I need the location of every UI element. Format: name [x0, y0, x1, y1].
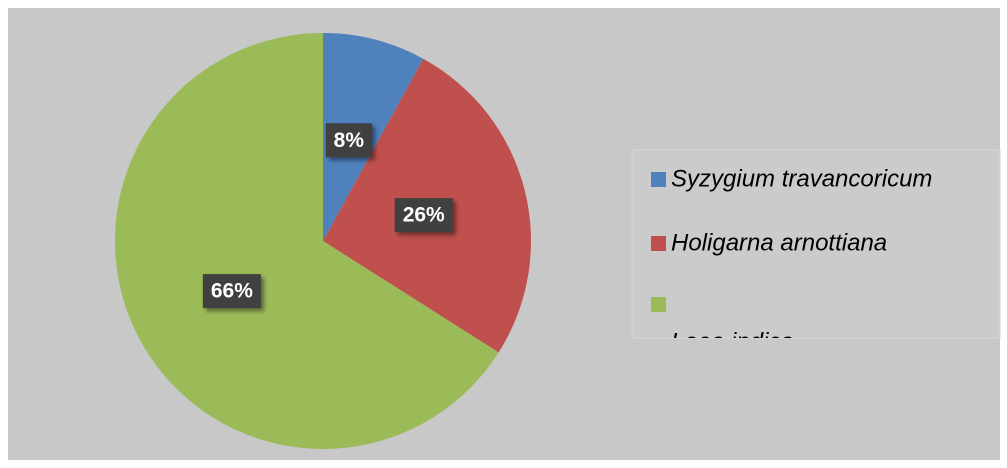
data-label-group: 8% — [325, 123, 373, 158]
data-label: 66% — [211, 280, 253, 303]
data-labels: 8% 26% 66% — [202, 123, 453, 309]
data-label-box — [394, 198, 453, 233]
legend-swatch — [651, 297, 666, 312]
legend-swatch — [651, 236, 666, 251]
legend-label: Holigarna arnottiana — [671, 229, 887, 256]
data-label: 26% — [403, 204, 445, 227]
legend-label: Leea indica — [671, 328, 794, 355]
data-label-box — [325, 123, 373, 158]
pie-slice — [115, 33, 499, 449]
legend: Syzygium travancoricum Holigarna arnottia… — [651, 165, 932, 355]
data-label-group: 66% — [202, 274, 261, 309]
data-label-group: 26% — [394, 198, 453, 233]
pie — [115, 33, 531, 449]
legend-box — [631, 149, 1001, 339]
legend-swatch — [651, 172, 666, 187]
data-label-box — [202, 274, 261, 309]
data-label: 8% — [334, 129, 365, 152]
legend-label: Syzygium travancoricum — [671, 165, 932, 192]
pie-slice — [323, 33, 424, 241]
